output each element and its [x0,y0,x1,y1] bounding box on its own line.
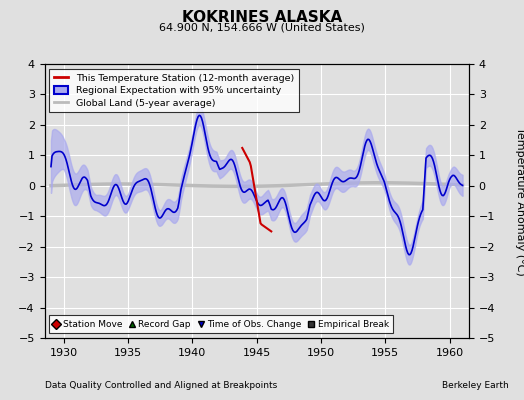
Text: KOKRINES ALASKA: KOKRINES ALASKA [182,10,342,25]
Legend: Station Move, Record Gap, Time of Obs. Change, Empirical Break: Station Move, Record Gap, Time of Obs. C… [49,316,394,334]
Text: 64.900 N, 154.666 W (United States): 64.900 N, 154.666 W (United States) [159,22,365,32]
Text: Data Quality Controlled and Aligned at Breakpoints: Data Quality Controlled and Aligned at B… [45,381,277,390]
Y-axis label: Temperature Anomaly (°C): Temperature Anomaly (°C) [515,127,524,275]
Text: Berkeley Earth: Berkeley Earth [442,381,508,390]
